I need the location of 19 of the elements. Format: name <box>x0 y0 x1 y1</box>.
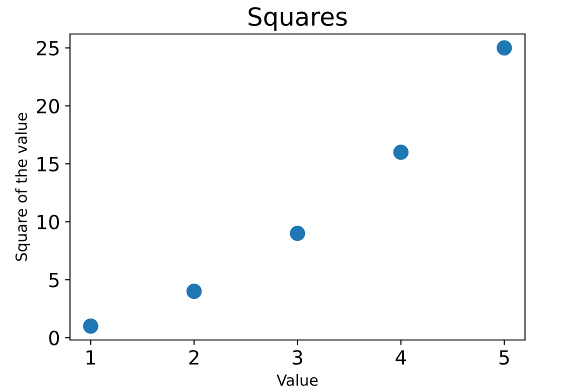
x-tick-label: 3 <box>292 350 302 365</box>
x-axis-title: Value <box>276 374 318 386</box>
y-tick-label: 0 <box>49 330 59 346</box>
y-tick-label: 5 <box>49 272 59 288</box>
point <box>496 40 512 56</box>
y-tick-label: 20 <box>36 98 59 114</box>
point <box>393 144 409 160</box>
y-axis-title: Square of the value <box>15 112 30 261</box>
point <box>186 284 202 299</box>
point <box>290 226 306 242</box>
y-tick-label: 10 <box>38 214 59 230</box>
x-tick-label: 5 <box>500 350 509 365</box>
chart-title: Squares <box>248 7 347 31</box>
point <box>83 318 98 334</box>
x-tick-label: 4 <box>396 350 406 364</box>
x-tick-label: 2 <box>189 350 198 364</box>
x-tick-label: 1 <box>86 350 96 364</box>
y-tick-label: 15 <box>38 157 59 172</box>
y-tick-label: 25 <box>36 40 59 56</box>
